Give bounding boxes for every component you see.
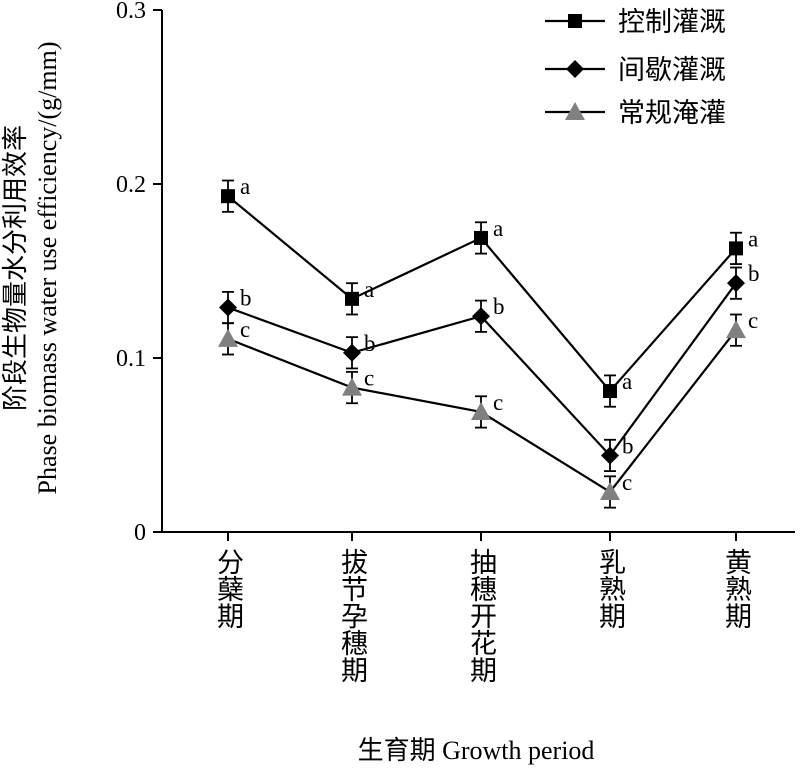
legend-marker: [566, 60, 584, 78]
significance-label: b: [240, 286, 252, 311]
data-point: [221, 189, 235, 204]
y-axis-label-cn: 阶段生物量水分利用效率: [1, 125, 30, 411]
series-line: [227, 195, 737, 393]
data-point: [342, 377, 362, 396]
data-point: [727, 274, 745, 293]
x-axis-label: 生育期 Growth period: [358, 736, 595, 765]
significance-label: a: [493, 216, 503, 241]
x-tick-label: 分蘖期: [213, 548, 244, 629]
data-point: [219, 298, 237, 317]
y-tick-label: 0.2: [116, 172, 146, 198]
series-3: c c c c c: [218, 308, 758, 509]
data-point: [472, 307, 490, 326]
legend-label: 控制灌溉: [618, 7, 726, 37]
data-point: [603, 384, 617, 399]
legend-label: 间歇灌溉: [618, 55, 726, 85]
data-point: [345, 291, 359, 306]
data-point: [601, 446, 619, 465]
significance-label: a: [364, 277, 374, 302]
data-point: [471, 401, 491, 420]
data-point: [726, 320, 746, 339]
significance-label: a: [622, 369, 632, 394]
significance-label: b: [622, 433, 634, 458]
y-tick-label: 0.1: [116, 346, 146, 372]
significance-label: c: [240, 317, 250, 342]
data-point: [343, 343, 361, 362]
significance-label: c: [493, 390, 503, 415]
significance-label: b: [364, 331, 376, 356]
series-2: b b b b b: [219, 261, 760, 473]
x-tick-label: 乳熟期: [595, 548, 625, 629]
data-point: [474, 230, 488, 245]
series-1: a a a a a: [221, 174, 758, 408]
significance-label: a: [240, 174, 250, 199]
data-point: [600, 481, 620, 500]
significance-label: c: [748, 308, 758, 333]
y-tick-label: 0: [134, 520, 146, 546]
y-axis-label-en: Phase biomass water use efficiency/(g/mm…: [33, 42, 62, 495]
significance-label: b: [748, 261, 760, 286]
legend-item-1: 控制灌溉: [545, 7, 726, 37]
data-point: [729, 241, 743, 256]
x-tick-label: 抽穗开花期: [466, 548, 497, 683]
legend-label: 常规淹灌: [618, 98, 726, 128]
legend-item-3: 常规淹灌: [545, 98, 726, 128]
data-point: [218, 328, 238, 347]
significance-label: c: [364, 366, 374, 391]
legend-marker: [565, 102, 585, 120]
legend-item-2: 间歇灌溉: [545, 55, 726, 85]
significance-label: a: [748, 226, 758, 251]
x-tick-label: 拔节孕穗期: [337, 548, 368, 683]
axes: 0 0.1 0.2 0.3 分蘖期 拔节孕穗期 抽穗开花期 乳熟期 黄熟期: [116, 0, 795, 683]
y-tick-label: 0.3: [116, 0, 146, 24]
x-tick-label: 黄熟期: [721, 548, 751, 629]
significance-label: b: [493, 294, 505, 319]
legend-marker: [568, 14, 582, 28]
significance-label: c: [622, 470, 632, 495]
